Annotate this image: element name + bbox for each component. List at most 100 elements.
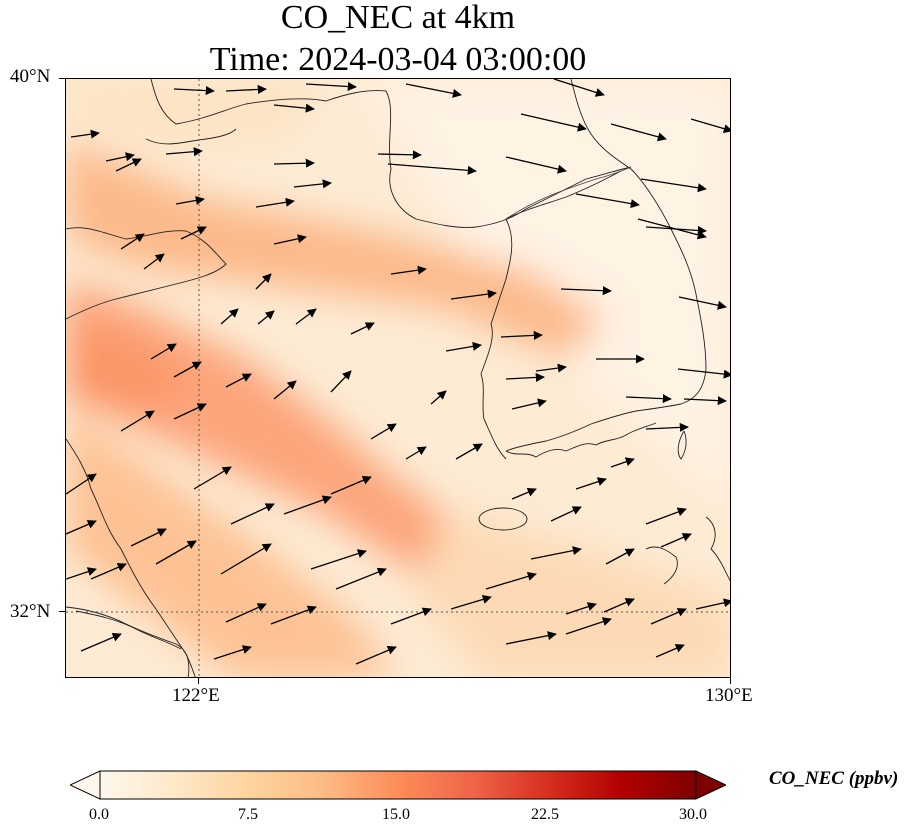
wind-arrow [637, 218, 707, 240]
wind-arrow [120, 233, 145, 250]
wind-arrow [105, 152, 135, 162]
wind-arrow [273, 158, 315, 168]
wind-arrow [220, 543, 272, 575]
wind-arrow [645, 225, 707, 235]
wind-arrow [605, 548, 635, 565]
wind-arrow [173, 361, 202, 378]
coastlines [66, 79, 730, 677]
wind-arrow [257, 310, 275, 325]
wind-arrow [683, 396, 727, 406]
lon-label-122e: 122°E [172, 685, 220, 706]
wind-arrow [530, 546, 582, 560]
wind-arrow [273, 103, 315, 113]
wind-arrow [130, 528, 167, 547]
wind-arrow [677, 368, 730, 379]
wind-arrow [305, 81, 357, 92]
wind-arrow [225, 84, 267, 94]
map-title-line-1: CO_NEC at 4km [280, 0, 516, 36]
wind-arrow [511, 487, 537, 500]
wind-arrow [283, 495, 332, 515]
wind-arrow [390, 607, 432, 625]
wind-arrow [645, 507, 687, 525]
lat-tick-40n [59, 78, 65, 79]
wind-arrow [565, 602, 597, 615]
wind-arrow [225, 603, 267, 623]
wind-arrow [445, 341, 482, 352]
wind-arrow [120, 410, 155, 432]
wind-arrow [90, 563, 127, 580]
colorbar [70, 770, 726, 800]
wind-arrow [165, 147, 203, 157]
colorbar-tick-0: 0.0 [89, 806, 109, 823]
wind-arrow [553, 79, 605, 97]
wind-arrow [270, 605, 317, 625]
wind-arrow [225, 373, 252, 388]
wind-arrow [155, 540, 197, 565]
wind-arrow [550, 506, 582, 522]
lat-tick-32n [59, 611, 65, 612]
wind-arrow [520, 113, 587, 132]
wind-arrow [690, 118, 730, 134]
wind-arrow [695, 598, 730, 610]
wind-arrow [273, 234, 307, 245]
wind-arrow [273, 380, 297, 400]
colorbar-tick-3: 22.5 [531, 806, 559, 823]
wind-arrow [405, 446, 427, 460]
gridlines [66, 79, 730, 677]
lat-label-40n: 40°N [10, 66, 51, 87]
wind-arrow [610, 123, 667, 142]
wind-vectors [66, 79, 730, 665]
wind-arrow [310, 549, 367, 570]
wind-arrow [173, 403, 207, 420]
wind-arrow [678, 296, 727, 310]
wind-arrow [405, 83, 462, 98]
wind-arrow [377, 150, 422, 160]
wind-arrow [575, 193, 640, 209]
wind-arrow [565, 617, 612, 635]
map-title-line-2: Time: 2024-03-04 03:00:00 [209, 41, 587, 78]
wind-arrow [220, 308, 239, 325]
wind-arrow [115, 158, 142, 172]
colorbar-tick-4: 30.0 [679, 806, 707, 823]
colorbar-tick-1: 7.5 [238, 806, 258, 823]
wind-arrow [485, 571, 537, 590]
wind-arrow [255, 197, 295, 208]
wind-arrow [387, 163, 477, 175]
map-panel[interactable] [65, 78, 731, 678]
wind-arrow [230, 503, 275, 525]
wind-arrow [450, 594, 492, 610]
wind-arrow [370, 423, 397, 440]
colorbar-gradient [99, 770, 697, 800]
wind-arrow [500, 330, 543, 340]
wind-arrow [660, 533, 692, 548]
wind-arrow [66, 520, 97, 535]
wind-arrow [350, 322, 375, 335]
wind-arrow [610, 457, 635, 468]
wind-arrow [645, 422, 689, 432]
wind-arrow [213, 645, 252, 660]
wind-arrow [505, 372, 545, 382]
wind-arrow [575, 477, 607, 490]
lon-tick-122e [198, 678, 199, 684]
colorbar-label: CO_NEC (ppbv) [769, 768, 899, 789]
wind-arrow [640, 178, 707, 193]
wind-arrow [173, 86, 215, 96]
colorbar-tick-2: 15.0 [382, 806, 410, 823]
wind-arrow [295, 308, 317, 325]
lat-label-32n: 32°N [10, 601, 51, 622]
wind-arrow [430, 390, 447, 405]
lon-tick-130e [730, 678, 731, 684]
wind-arrow [193, 466, 232, 490]
wind-arrow [150, 343, 177, 360]
wind-arrow [255, 273, 272, 290]
wind-arrow [175, 195, 205, 205]
wind-arrow [655, 644, 685, 658]
wind-arrow [66, 567, 97, 580]
wind-arrow [650, 608, 687, 625]
wind-arrow [293, 179, 332, 189]
wind-arrow [535, 363, 567, 373]
wind-arrow [143, 253, 165, 270]
wind-arrow [625, 394, 672, 404]
wind-arrow [603, 598, 635, 613]
wind-arrow [390, 265, 427, 275]
